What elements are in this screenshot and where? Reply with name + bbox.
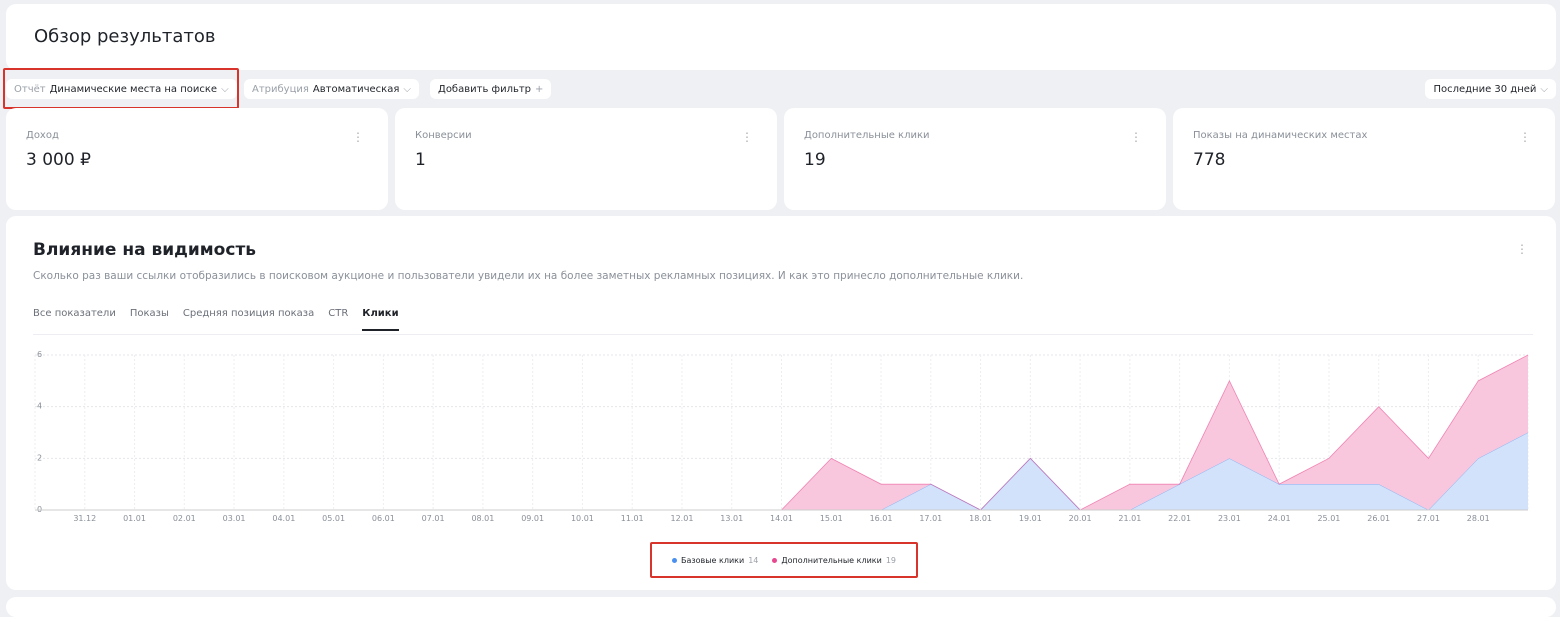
legend: Базовые клики 14 Дополнительные клики 19	[651, 543, 917, 577]
card-value: 3 000 ₽	[26, 150, 91, 170]
period-text: Последние 30 дней	[1433, 83, 1537, 95]
x-tick-label: 21.01	[1118, 514, 1141, 523]
x-tick-label: 27.01	[1417, 514, 1440, 523]
x-tick-label: 20.01	[1069, 514, 1092, 523]
highlight	[650, 542, 918, 578]
x-tick-label: 09.01	[521, 514, 544, 523]
filter-label: Отчёт	[14, 83, 46, 95]
metric-card: Конверсии 1 ⋮	[395, 108, 777, 210]
x-tick-label: 01.01	[123, 514, 146, 523]
card-label: Доход	[26, 130, 59, 141]
x-tick-label: 06.01	[372, 514, 395, 523]
y-tick-label: 6	[37, 350, 42, 359]
metric-card: Показы на динамических местах 778 ⋮	[1173, 108, 1555, 210]
card-label: Конверсии	[415, 130, 472, 141]
card-label: Показы на динамических местах	[1193, 130, 1368, 141]
period-filter[interactable]: Последние 30 дней ⌵	[1425, 79, 1556, 99]
x-tick-label: 07.01	[422, 514, 445, 523]
legend-total: 19	[885, 555, 896, 565]
legend-name: Дополнительные клики	[781, 555, 882, 565]
area	[35, 355, 1528, 510]
report-filter[interactable]: Отчёт Динамические места на поиске ⌵	[6, 79, 237, 99]
filter-label: Атрибуция	[252, 83, 309, 95]
legend-dot	[772, 557, 778, 563]
x-tick-label: 03.01	[223, 514, 246, 523]
card-label: Дополнительные клики	[804, 130, 930, 141]
metric-card: Дополнительные клики 19 ⋮	[784, 108, 1166, 210]
x-tick-label: 04.01	[272, 514, 295, 523]
legend-name: Базовые клики	[680, 555, 745, 565]
tab[interactable]: Клики	[362, 308, 399, 331]
metric-card: Доход 3 000 ₽ ⋮	[6, 108, 388, 210]
x-tick-label: 15.01	[820, 514, 843, 523]
x-tick-label: 25.01	[1317, 514, 1340, 523]
y-tick-label: 4	[37, 402, 42, 411]
x-tick-label: 16.01	[870, 514, 893, 523]
x-tick-label: 19.01	[1019, 514, 1042, 523]
panel-title: Влияние на видимость	[33, 240, 257, 260]
card-value: 1	[415, 150, 426, 170]
x-tick-label: 13.01	[720, 514, 743, 523]
x-tick-label: 11.01	[621, 514, 644, 523]
x-tick-label: 18.01	[969, 514, 992, 523]
y-tick-label: 2	[37, 453, 42, 462]
header-panel: Обзор результатов	[6, 4, 1556, 70]
legend-dot	[671, 557, 677, 563]
legend-item[interactable]: Дополнительные клики 19	[772, 556, 896, 565]
panel-subtitle: Сколько раз ваши ссылки отобразились в п…	[33, 270, 1024, 282]
x-tick-label: 31.12	[73, 514, 96, 523]
attribution-filter[interactable]: Атрибуция Автоматическая ⌵	[244, 79, 419, 99]
add-filter-text: Добавить фильтр	[438, 83, 532, 95]
x-tick-label: 12.01	[671, 514, 694, 523]
add-filter[interactable]: Добавить фильтр +	[430, 79, 552, 99]
x-tick-label: 14.01	[770, 514, 793, 523]
x-tick-label: 05.01	[322, 514, 345, 523]
x-tick-label: 17.01	[919, 514, 942, 523]
tab[interactable]: Все показатели	[33, 308, 116, 319]
menu-dots: ⋮	[352, 130, 364, 144]
x-tick-label: 02.01	[173, 514, 196, 523]
card-value: 778	[1193, 150, 1226, 170]
legend-total: 14	[748, 555, 759, 565]
x-tick-label: 10.01	[571, 514, 594, 523]
x-tick-label: 23.01	[1218, 514, 1241, 523]
filter-value: Динамические места на поиске	[49, 83, 218, 95]
next-panel	[6, 597, 1556, 617]
page-title: Обзор результатов	[34, 26, 216, 47]
area	[35, 432, 1528, 510]
highlight	[3, 68, 239, 109]
menu-dots: ⋮	[741, 130, 753, 144]
tab[interactable]: Средняя позиция показа	[182, 308, 315, 319]
filter-value: Автоматическая	[312, 83, 400, 95]
x-tick-label: 08.01	[471, 514, 494, 523]
menu-dots: ⋮	[1519, 130, 1531, 144]
x-tick-label: 24.01	[1268, 514, 1291, 523]
card-value: 19	[804, 150, 826, 170]
x-tick-label: 28.01	[1467, 514, 1490, 523]
x-tick-label: 26.01	[1367, 514, 1390, 523]
legend-item[interactable]: Базовые клики 14	[671, 555, 759, 565]
tab[interactable]: Показы	[129, 308, 169, 319]
tab[interactable]: CTR	[328, 308, 349, 319]
menu-dots: ⋮	[1130, 130, 1142, 144]
chart: 024631.1201.0102.0103.0104.0105.0106.010…	[34, 350, 1529, 523]
x-tick-label: 22.01	[1168, 514, 1191, 523]
